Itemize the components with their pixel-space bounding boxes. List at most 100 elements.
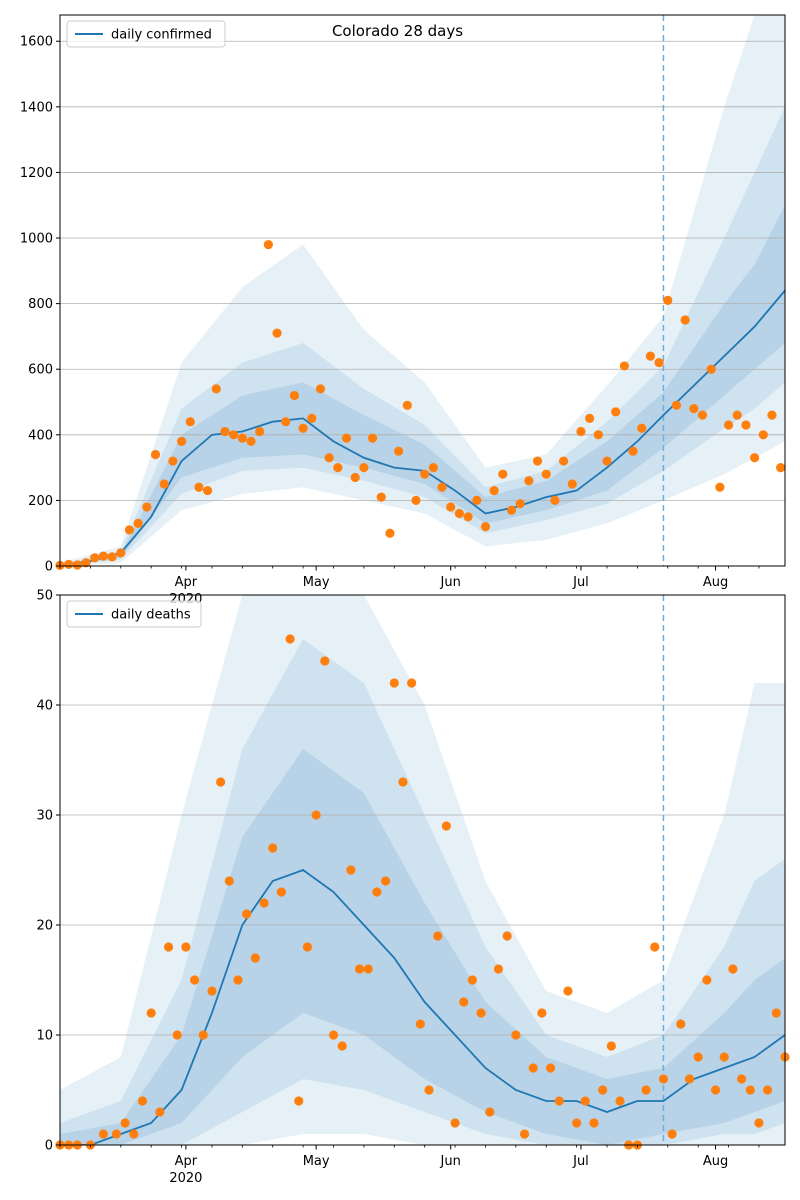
confirmed-x-tick-label: Apr [175,575,198,590]
confirmed-legend-box [66,20,226,48]
confirmed-y-tick-label: 400 [28,428,53,443]
confirmed-observed-point [680,315,690,325]
confirmed-observed-point [420,469,430,479]
deaths-observed-point [146,1008,156,1018]
deaths-y-tick-label: 30 [36,809,53,824]
confirmed-observed-point [715,482,725,492]
deaths-observed-point [554,1096,564,1106]
deaths-observed-point [658,1074,669,1084]
deaths-observed-point [433,931,443,941]
deaths-legend-label: daily deaths [111,608,191,623]
confirmed-observed-point [541,469,551,479]
confirmed-observed-point [524,476,534,486]
deaths-observed-point [380,876,391,886]
deaths-observed-point [120,1118,130,1128]
confirmed-observed-point [324,453,334,463]
deaths-axes-frame [59,594,786,1146]
deaths-observed-point [763,1085,773,1095]
deaths-legend-box [66,600,202,628]
deaths-observed-point [650,942,660,952]
confirmed-band-inner [60,205,785,566]
confirmed-observed-point [637,423,647,433]
confirmed-y-tick-label: 600 [28,363,53,378]
confirmed-y-tick-label: 1000 [20,232,53,247]
deaths-observed-point [450,1118,460,1128]
deaths-observed-point [519,1129,530,1139]
deaths-observed-point [667,1129,677,1139]
confirmed-x-tick-label: May [303,575,330,590]
deaths-observed-point [710,1085,721,1095]
confirmed-observed-point [472,495,482,506]
confirmed-observed-point [663,295,673,305]
confirmed-observed-point [446,502,456,512]
confirmed-y-tick-label: 1200 [20,166,53,181]
deaths-observed-point [606,1041,616,1051]
confirmed-observed-point [706,364,716,374]
deaths-observed-point [511,1030,521,1040]
confirmed-observed-point [359,463,369,473]
confirmed-observed-point [350,472,360,483]
confirmed-observed-point [107,552,117,562]
confirmed-x-tick-label: Aug [703,575,728,590]
confirmed-legend-label: daily confirmed [111,28,212,43]
confirmed-observed-point [463,512,473,522]
confirmed-observed-point [159,479,169,489]
confirmed-y-tick-label: 0 [45,560,53,575]
confirmed-observed-point [81,558,91,568]
deaths-observed-point [407,678,417,688]
deaths-y-tick-label: 20 [36,919,53,934]
confirmed-observed-point [341,433,352,443]
confirmed-observed-point [558,456,569,466]
deaths-y-tick-label: 10 [36,1029,53,1044]
deaths-y-tick-label: 50 [36,589,53,604]
confirmed-observed-point [576,426,586,437]
deaths-observed-point [181,942,191,952]
confirmed-observed-point [185,417,195,427]
confirmed-observed-point [220,426,230,437]
confirmed-observed-point [90,553,100,563]
deaths-median-line-group [60,868,785,1145]
deaths-y-axis-ticks: 0 10 20 30 40 50 [36,589,60,1154]
deaths-observed-point [363,964,373,974]
confirmed-observed-point [645,351,656,361]
confirmed-observed-point [307,413,317,424]
confirmed-observed-point [72,560,82,570]
confirmed-observed-point [411,495,421,506]
deaths-observed-point [294,1096,304,1106]
confirmed-observed-point [203,485,213,496]
confirmed-observed-point [593,430,603,440]
deaths-observed-point [398,777,408,787]
deaths-observed-point [615,1096,625,1106]
deaths-observed-point [98,1129,109,1139]
confirmed-band-middle [60,106,785,566]
confirmed-y-tick-label: 200 [28,494,53,509]
deaths-observed-point [198,1030,208,1040]
deaths-observed-point [545,1063,556,1073]
confirmed-observed-point [619,361,629,371]
deaths-observed-point [320,656,330,666]
confirmed-observed-point [142,502,152,512]
confirmed-observed-point [281,417,291,427]
deaths-observed-point [172,1030,182,1040]
deaths-observed-point [372,887,382,897]
deaths-observed-point [589,1118,599,1128]
deaths-observed-point [354,964,365,974]
confirmed-observed-point [741,420,751,430]
deaths-observed-point [415,1019,425,1029]
deaths-observed-point [467,975,478,985]
deaths-observed-point [684,1074,695,1084]
deaths-observed-point [598,1085,608,1095]
confirmed-observed-point [697,410,708,420]
deaths-observed-point [233,975,243,985]
deaths-observed-point [346,865,356,875]
deaths-x-tick-label: May [303,1154,330,1169]
confirmed-observed-point [176,436,187,446]
confirmed-observed-point [515,499,525,509]
confirmed-observed-point [376,492,386,502]
deaths-observed-point [285,634,295,644]
confirmed-observed-point [723,420,734,430]
confirmed-observed-point [689,403,699,414]
confirmed-observed-point [628,446,638,456]
deaths-observed-point [676,1019,686,1029]
confirmed-observed-point [150,449,161,460]
